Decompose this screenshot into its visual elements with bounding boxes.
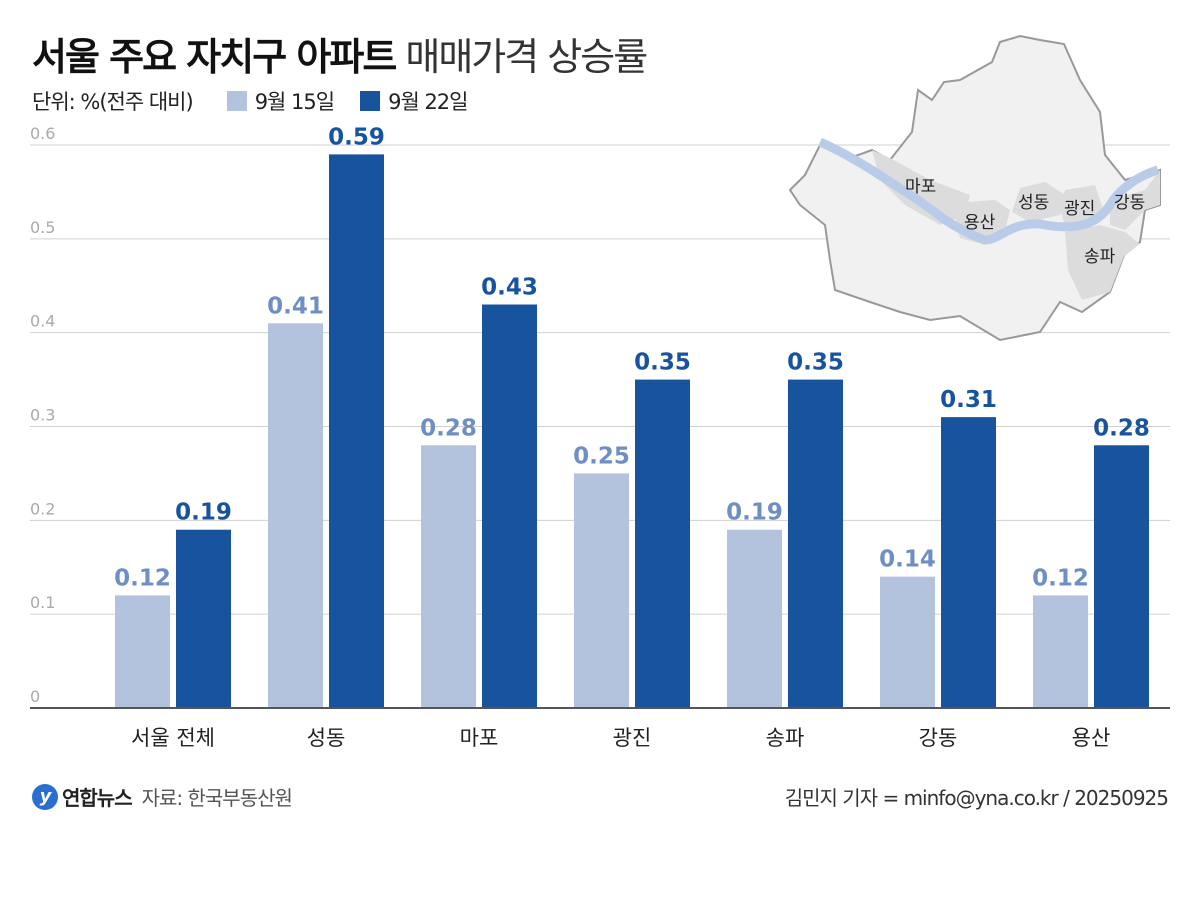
bar-series2 xyxy=(329,154,384,709)
legend-swatch-series1 xyxy=(226,91,247,111)
bar-series2 xyxy=(788,379,843,708)
data-label: 0.43 xyxy=(481,275,538,301)
data-label: 0.12 xyxy=(114,565,171,591)
district-songpa xyxy=(1065,225,1140,300)
bar-series1 xyxy=(1033,595,1088,708)
credit: 김민지 기자 = minfo@yna.co.kr / 20250925 xyxy=(784,786,1169,810)
bar-series1 xyxy=(268,323,323,708)
y-tick-label: 0 xyxy=(30,687,40,706)
district-seongdong xyxy=(1012,182,1065,222)
data-label: 0.12 xyxy=(1032,565,1089,591)
data-label: 0.41 xyxy=(267,293,324,319)
title-bold: 서울 주요 자치구 아파트 xyxy=(32,35,397,79)
x-tick-label: 마포 xyxy=(460,726,499,750)
han-river xyxy=(818,137,1160,245)
x-tick-label: 강동 xyxy=(919,726,958,750)
y-tick-label: 0.2 xyxy=(30,499,55,518)
bar-series2 xyxy=(941,417,996,708)
source: 자료: 한국부동산원 xyxy=(141,786,293,810)
x-tick-label: 서울 전체 xyxy=(131,726,215,750)
logo-text: 연합뉴스 xyxy=(62,786,133,810)
legend-swatch-series2 xyxy=(360,91,381,111)
data-label: 0.19 xyxy=(175,500,232,526)
data-label: 0.25 xyxy=(573,443,630,469)
data-label: 0.28 xyxy=(1093,415,1150,441)
bar-series1 xyxy=(421,445,476,708)
map-label-songpa: 송파 xyxy=(1084,247,1116,267)
district-mapo xyxy=(872,150,970,225)
yonhap-logo-icon: y xyxy=(32,783,58,810)
data-label: 0.19 xyxy=(726,500,783,526)
y-tick-label: 0.3 xyxy=(30,406,55,425)
map-label-yongsan: 용산 xyxy=(964,213,996,233)
y-tick-label: 0.6 xyxy=(30,124,55,143)
district-gangdong xyxy=(1110,170,1160,230)
y-tick-label: 0.4 xyxy=(30,312,55,331)
district-gwangjin xyxy=(1060,185,1105,225)
legend-label-series1: 9월 15일 xyxy=(254,90,335,114)
map-label-gangdong: 강동 xyxy=(1114,193,1145,213)
legend-label-series2: 9월 22일 xyxy=(388,90,468,114)
bar-series2 xyxy=(482,304,537,708)
bar-series2 xyxy=(635,379,690,708)
legend: 단위: %(전주 대비) 9월 15일 9월 22일 xyxy=(32,86,469,116)
title-light: 매매가격 상승률 xyxy=(405,35,648,79)
chart-title: 서울 주요 자치구 아파트 매매가격 상승률 xyxy=(32,26,648,81)
seoul-map: 마포 용산 성동 광진 강동 송파 xyxy=(788,34,1161,342)
data-label: 0.59 xyxy=(328,124,385,150)
bar-series1 xyxy=(880,576,935,708)
x-tick-label: 용산 xyxy=(1072,726,1111,750)
map-label-mapo: 마포 xyxy=(905,177,936,197)
bar-series2 xyxy=(1094,445,1149,708)
data-label: 0.31 xyxy=(940,387,997,413)
unit-label: 단위: %(전주 대비) xyxy=(32,90,194,114)
seoul-outline xyxy=(788,34,1161,342)
data-label: 0.35 xyxy=(787,350,844,376)
data-label: 0.35 xyxy=(634,350,691,376)
x-tick-label: 광진 xyxy=(613,726,652,750)
bar-series1 xyxy=(574,473,629,708)
y-tick-label: 0.5 xyxy=(30,218,55,237)
bar-series2 xyxy=(176,529,231,708)
footer-left: y 연합뉴스 자료: 한국부동산원 xyxy=(32,782,293,811)
bar-series1 xyxy=(727,529,782,708)
x-tick-label: 송파 xyxy=(766,726,805,750)
data-label: 0.14 xyxy=(879,547,936,573)
map-label-gwangjin: 광진 xyxy=(1064,199,1095,219)
bar-series1 xyxy=(115,595,170,708)
data-label: 0.28 xyxy=(420,415,477,441)
y-tick-label: 0.1 xyxy=(30,593,55,612)
map-label-seongdong: 성동 xyxy=(1018,193,1049,213)
x-tick-label: 성동 xyxy=(307,726,346,750)
